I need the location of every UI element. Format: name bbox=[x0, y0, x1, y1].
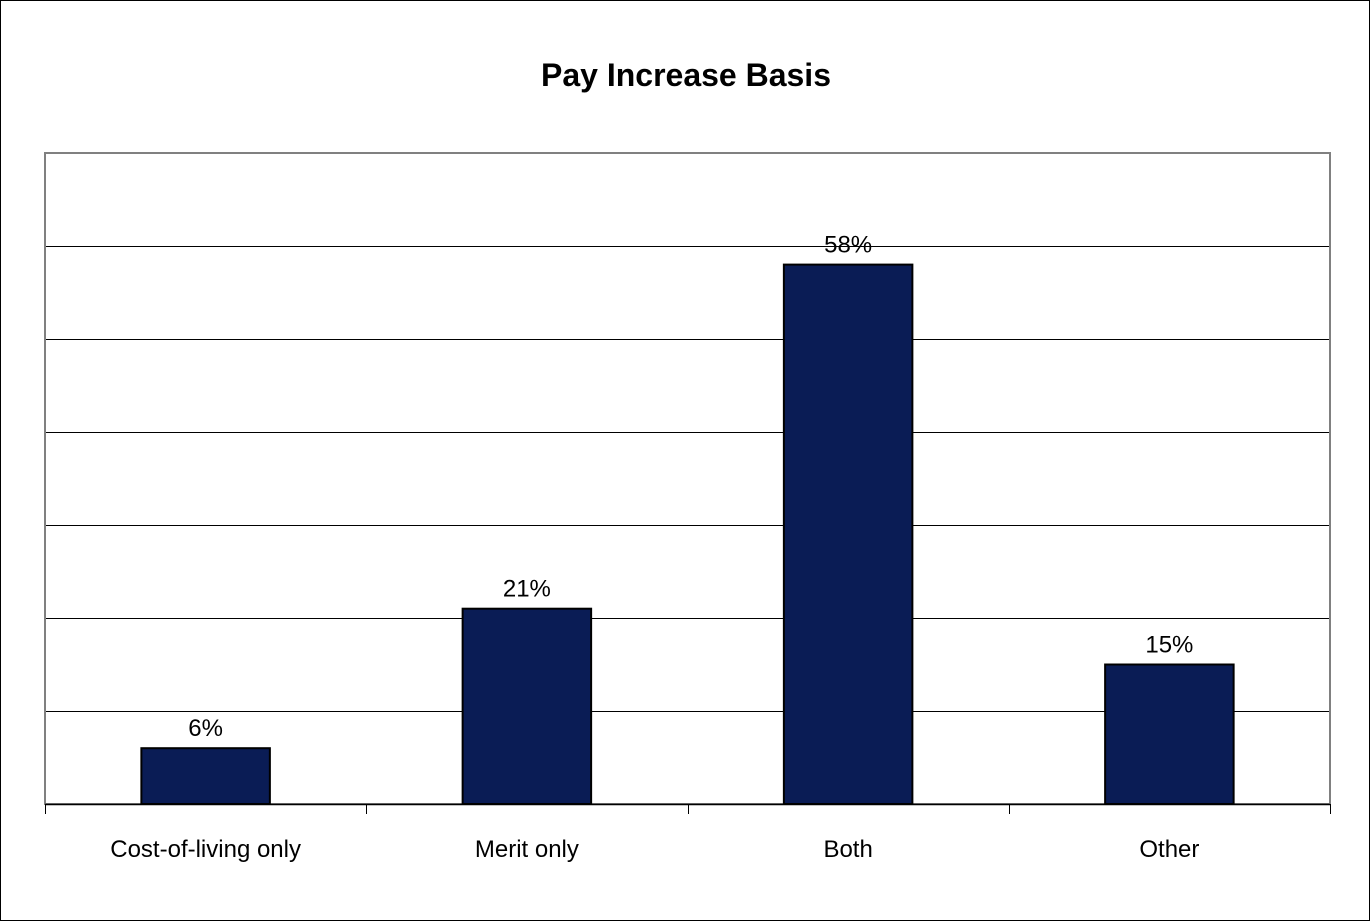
x-tick-label: Other bbox=[1139, 836, 1199, 863]
data-label: 6% bbox=[188, 715, 223, 742]
gridlines bbox=[45, 246, 1330, 712]
data-label: 58% bbox=[824, 232, 872, 259]
bar bbox=[1104, 663, 1235, 805]
chart-title: Pay Increase Basis bbox=[541, 57, 831, 93]
data-label: 21% bbox=[503, 576, 551, 603]
x-axis bbox=[45, 803, 1331, 814]
data-label: 15% bbox=[1145, 632, 1193, 659]
bars bbox=[140, 263, 1235, 806]
bar bbox=[461, 607, 593, 806]
bar bbox=[782, 263, 914, 806]
x-tick-label: Merit only bbox=[475, 836, 579, 863]
x-tick-label: Both bbox=[823, 836, 872, 863]
data-labels: 6% 21% 58% 15% bbox=[188, 232, 1193, 743]
x-tick-label: Cost-of-living only bbox=[110, 836, 301, 863]
bar bbox=[140, 747, 271, 806]
x-tick-labels: Cost-of-living only Merit only Both Other bbox=[110, 836, 1199, 863]
